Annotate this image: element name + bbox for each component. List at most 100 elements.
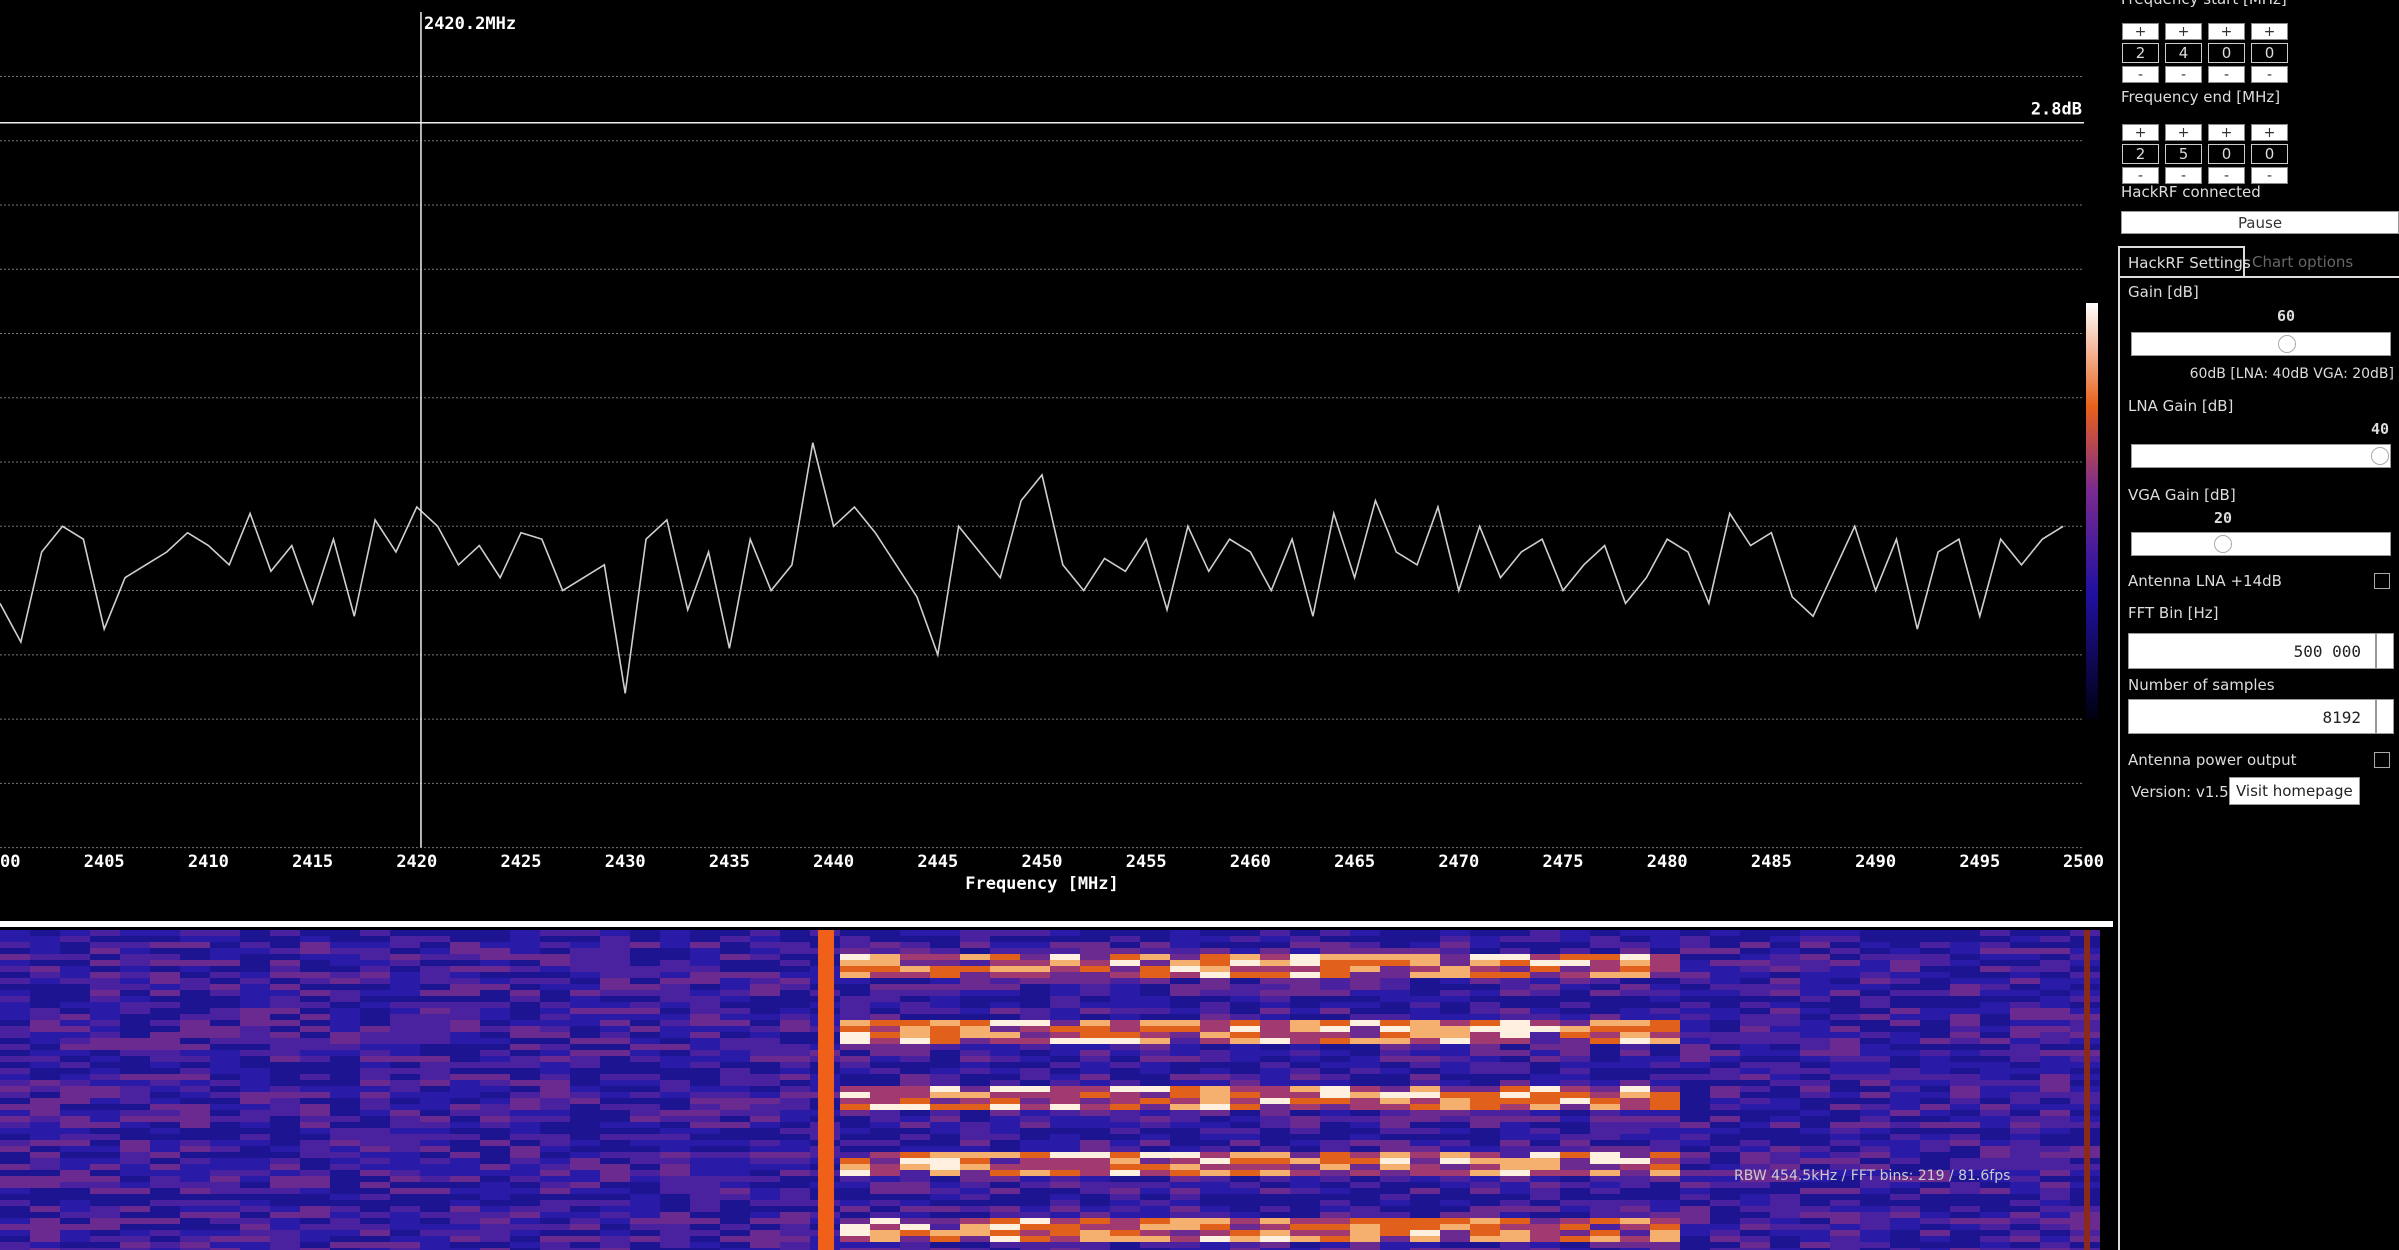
waterfall-cell	[510, 1134, 540, 1140]
waterfall-cell	[1740, 1164, 1770, 1170]
plus-button[interactable]: +	[2208, 23, 2245, 40]
digit[interactable]: 0	[2208, 43, 2245, 63]
waterfall-cell	[900, 1056, 930, 1062]
waterfall-cell	[2040, 1218, 2070, 1224]
waterfall-cell	[660, 1026, 690, 1032]
checkbox[interactable]	[2374, 752, 2390, 768]
waterfall-cell	[1350, 960, 1380, 966]
waterfall-cell	[960, 1014, 990, 1020]
minus-button[interactable]: -	[2251, 66, 2288, 83]
waterfall-cell	[60, 1176, 90, 1182]
waterfall-cell	[1380, 1062, 1410, 1068]
waterfall-cell	[900, 1068, 930, 1074]
digit[interactable]: 2	[2122, 144, 2159, 164]
waterfall-cell	[600, 1242, 630, 1248]
waterfall-cell	[1290, 1020, 1320, 1026]
waterfall-cell	[1290, 1038, 1320, 1044]
waterfall-cell	[1050, 1194, 1080, 1200]
digit[interactable]: 0	[2208, 144, 2245, 164]
waterfall-cell	[510, 1212, 540, 1218]
plus-button[interactable]: +	[2122, 23, 2159, 40]
waterfall-cell	[870, 1068, 900, 1074]
waterfall-cell	[210, 1110, 240, 1116]
spinner[interactable]	[2376, 633, 2394, 669]
waterfall-cell	[270, 930, 300, 936]
waterfall-cell	[1830, 1026, 1860, 1032]
tab[interactable]: HackRF Settings	[2118, 246, 2251, 277]
waterfall-cell	[690, 1062, 720, 1068]
waterfall-cell	[1020, 960, 1050, 966]
waterfall-cell	[180, 1242, 210, 1248]
waterfall-cell	[840, 1092, 870, 1098]
waterfall-cell	[1530, 1188, 1560, 1194]
lna-slider[interactable]	[2131, 444, 2391, 468]
waterfall-cell	[1620, 1038, 1650, 1044]
waterfall-cell	[600, 972, 630, 978]
plus-button[interactable]: +	[2208, 124, 2245, 141]
waterfall-cell	[390, 984, 420, 990]
minus-button[interactable]: -	[2208, 167, 2245, 184]
minus-button[interactable]: -	[2165, 66, 2202, 83]
waterfall-cell	[1680, 1002, 1710, 1008]
waterfall-cell	[600, 1092, 630, 1098]
waterfall-cell	[180, 966, 210, 972]
waterfall-cell	[1440, 1218, 1470, 1224]
waterfall-cell	[900, 1188, 930, 1194]
waterfall-cell	[450, 936, 480, 942]
waterfall-cell	[420, 936, 450, 942]
checkbox[interactable]	[2374, 573, 2390, 589]
plus-button[interactable]: +	[2165, 23, 2202, 40]
waterfall-cell	[870, 1002, 900, 1008]
digit[interactable]: 2	[2122, 43, 2159, 63]
minus-button[interactable]: -	[2122, 167, 2159, 184]
waterfall-cell	[1140, 1080, 1170, 1086]
waterfall-cell	[1320, 1098, 1350, 1104]
digit[interactable]: 4	[2165, 43, 2202, 63]
waterfall-cell	[780, 954, 810, 960]
waterfall-cell	[1260, 1020, 1290, 1026]
minus-button[interactable]: -	[2165, 167, 2202, 184]
waterfall-cell	[1170, 1098, 1200, 1104]
waterfall-cell	[1860, 1224, 1890, 1230]
waterfall-cell	[1200, 1068, 1230, 1074]
samples-input[interactable]: 8192	[2128, 699, 2376, 734]
vga-slider[interactable]	[2131, 532, 2391, 556]
waterfall-cell	[330, 1080, 360, 1086]
waterfall-cell	[1590, 1140, 1620, 1146]
tab[interactable]: Chart options	[2252, 253, 2354, 271]
plus-button[interactable]: +	[2165, 124, 2202, 141]
minus-button[interactable]: -	[2122, 66, 2159, 83]
gain-slider[interactable]	[2131, 332, 2391, 356]
waterfall-cell	[1950, 1242, 1980, 1248]
waterfall-cell	[1830, 1092, 1860, 1098]
plus-button[interactable]: +	[2251, 124, 2288, 141]
digit[interactable]: 0	[2251, 43, 2288, 63]
waterfall-cell	[510, 1044, 540, 1050]
waterfall-cell	[720, 1002, 750, 1008]
waterfall-cell	[210, 1236, 240, 1242]
homepage-button[interactable]: Visit homepage	[2229, 777, 2360, 805]
fft-bin-input[interactable]: 500 000	[2128, 633, 2376, 669]
minus-button[interactable]: -	[2208, 66, 2245, 83]
waterfall-cell	[1710, 972, 1740, 978]
waterfall-cell	[1650, 1026, 1680, 1032]
digit[interactable]: 0	[2251, 144, 2288, 164]
waterfall-cell	[1170, 1056, 1200, 1062]
digit[interactable]: 5	[2165, 144, 2202, 164]
minus-button[interactable]: -	[2251, 167, 2288, 184]
waterfall-cell	[900, 1194, 930, 1200]
waterfall-cell	[300, 984, 330, 990]
spinner[interactable]	[2376, 699, 2394, 734]
plus-button[interactable]: +	[2251, 23, 2288, 40]
plus-button[interactable]: +	[2122, 124, 2159, 141]
waterfall-cell	[1050, 1086, 1080, 1092]
waterfall-cell	[270, 1056, 300, 1062]
waterfall-cell	[510, 978, 540, 984]
waterfall-cell	[1740, 1092, 1770, 1098]
waterfall-cell	[450, 1116, 480, 1122]
pause-button[interactable]: Pause	[2121, 211, 2399, 234]
waterfall-cell	[30, 1002, 60, 1008]
waterfall-cell	[1140, 1230, 1170, 1236]
waterfall-cell	[1260, 948, 1290, 954]
waterfall-cell	[1110, 1170, 1140, 1176]
